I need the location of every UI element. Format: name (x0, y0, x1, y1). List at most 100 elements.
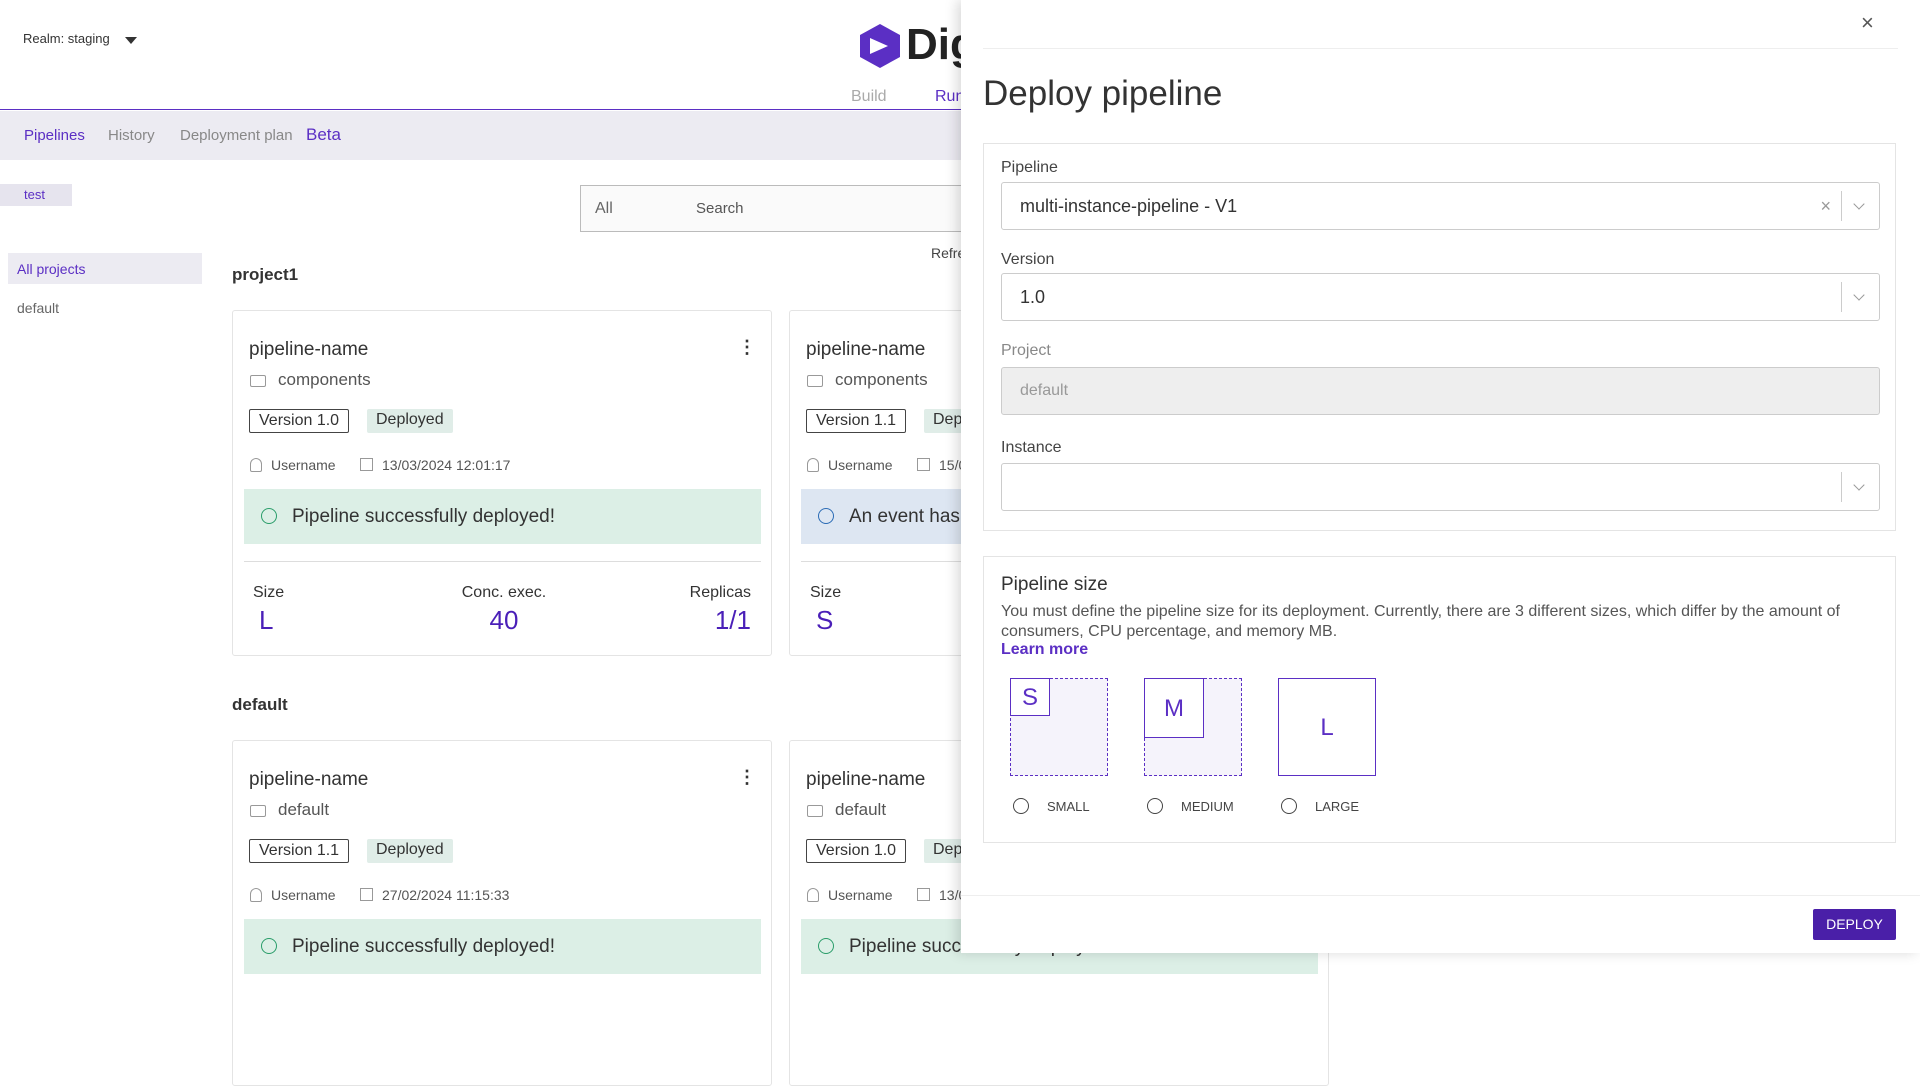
beta-badge: Beta (306, 125, 341, 144)
user-icon (807, 888, 819, 902)
message-icon (818, 938, 834, 954)
calendar-icon (360, 888, 373, 901)
folder-icon (250, 805, 266, 817)
card-user: Username (828, 457, 893, 473)
card-folder: components (835, 370, 928, 389)
card-name: pipeline-name (806, 339, 926, 360)
nav-item[interactable]: History (108, 127, 155, 144)
size-option[interactable]: M (1144, 678, 1242, 776)
stat-value: S (816, 605, 834, 635)
nav-item[interactable]: Pipelines (24, 127, 85, 144)
logo-icon (860, 24, 900, 68)
size-option[interactable]: S (1010, 678, 1108, 776)
header: Realm: staging Dig Build Run (0, 0, 1920, 110)
card-menu[interactable]: ⋮ (738, 337, 756, 357)
version-tag: Version 1.0 (249, 409, 350, 433)
dropdown-arrow[interactable] (1841, 191, 1879, 221)
size-description: You must define the pipeline size for it… (1001, 603, 1840, 640)
filter-select[interactable]: All (595, 200, 613, 217)
card-message: Pipeline successfully deployed! (244, 919, 761, 974)
search-input[interactable]: Search (696, 200, 744, 217)
field-label: Instance (1001, 439, 1062, 456)
folder-icon (250, 375, 266, 387)
pipeline-card[interactable]: pipeline-name ⋮ default Version 1.1 Deployed… (232, 740, 772, 1086)
status-tag: Deployed (367, 409, 453, 433)
stat-label: Conc. exec. (461, 584, 547, 601)
realm-select[interactable]: Realm: staging (23, 31, 110, 46)
pipeline-select[interactable]: multi-instance-pipeline - V1 × (1001, 182, 1880, 230)
deploy-button[interactable]: DEPLOY (1813, 909, 1896, 940)
realm-caret[interactable] (125, 37, 137, 50)
drawer-title: Deploy pipeline (983, 74, 1223, 113)
dropdown-arrow[interactable] (1841, 282, 1879, 312)
card-name: pipeline-name (806, 769, 926, 790)
radio-label: MEDIUM (1181, 799, 1234, 814)
radio[interactable] (1147, 798, 1163, 814)
folder-icon (807, 805, 823, 817)
learn-more-link[interactable]: Learn more (1001, 641, 1089, 658)
version-select[interactable]: 1.0 (1001, 273, 1880, 321)
field-value: multi-instance-pipeline - V1 (1020, 196, 1238, 216)
size-letter: L (1278, 678, 1376, 776)
sidebar-item[interactable]: default (17, 300, 60, 316)
divider (961, 895, 1920, 896)
clear-button[interactable]: × (1820, 196, 1831, 216)
size-letter: S (1010, 678, 1050, 716)
field-label: Version (1001, 251, 1055, 268)
card-name: pipeline-name (249, 769, 369, 790)
stat-label: Size (253, 584, 285, 601)
card-menu[interactable]: ⋮ (738, 767, 756, 787)
card-date: 15/0 (939, 457, 967, 473)
version-tag: Version 1.1 (806, 409, 907, 433)
tab[interactable]: Build (851, 88, 887, 105)
deploy-drawer: × Deploy pipeline Pipeline multi-instanc… (961, 0, 1920, 953)
user-icon (807, 458, 819, 472)
dropdown-arrow[interactable] (1841, 472, 1879, 502)
divider (983, 48, 1898, 49)
size-option[interactable]: L (1278, 678, 1376, 776)
size-letter: M (1144, 678, 1204, 738)
status-tag: Deployed (367, 839, 453, 863)
stat-value: 40 (489, 605, 519, 635)
stat-value: L (259, 605, 274, 635)
close-button[interactable]: × (1861, 10, 1874, 35)
card-user: Username (828, 887, 893, 903)
instance-select[interactable] (1001, 463, 1880, 511)
card-user: Username (271, 457, 336, 473)
group-title: project1 (232, 265, 299, 284)
card-divider (244, 561, 761, 562)
message-icon (818, 508, 834, 524)
version-tag: Version 1.1 (249, 839, 350, 863)
tab[interactable]: Run (935, 88, 965, 105)
calendar-icon (917, 888, 930, 901)
field-value: 1.0 (1020, 287, 1046, 307)
card-name: pipeline-name (249, 339, 369, 360)
form-box: Pipeline multi-instance-pipeline - V1 × V… (983, 143, 1896, 531)
group-title: default (232, 695, 288, 714)
card-date: 27/02/2024 11:15:33 (382, 887, 510, 903)
card-folder: default (278, 800, 330, 819)
version-tag: Version 1.0 (806, 839, 907, 863)
radio[interactable] (1013, 798, 1029, 814)
size-title: Pipeline size (1001, 574, 1108, 595)
sidebar-item[interactable]: All projects (8, 253, 202, 284)
nav-item[interactable]: Deployment plan (180, 127, 293, 144)
sidebar-filter[interactable]: test (0, 184, 72, 206)
radio-label: SMALL (1047, 799, 1090, 814)
message-icon (261, 938, 277, 954)
pipeline-card[interactable]: pipeline-name ⋮ components Version 1.0 Deplo… (232, 310, 772, 656)
card-date: 13/03/2024 12:01:17 (382, 457, 511, 473)
field-label: Pipeline (1001, 159, 1058, 176)
card-user: Username (271, 887, 336, 903)
calendar-icon (917, 458, 930, 471)
folder-icon (807, 375, 823, 387)
card-folder: components (278, 370, 371, 389)
card-date: 13/0 (939, 887, 967, 903)
search-bar: All Search (580, 185, 980, 232)
user-icon (250, 888, 262, 902)
stat-label: Size (810, 584, 842, 601)
radio[interactable] (1281, 798, 1297, 814)
calendar-icon (360, 458, 373, 471)
stat-value: 1/1 (714, 605, 751, 635)
message-icon (261, 508, 277, 524)
